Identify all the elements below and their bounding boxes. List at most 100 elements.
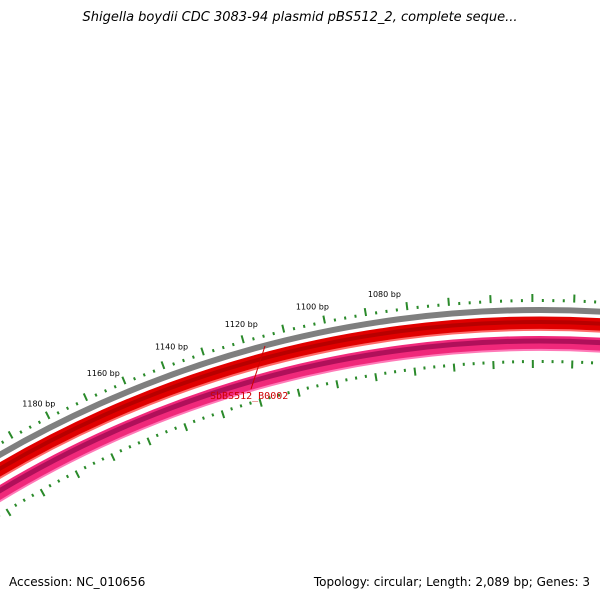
gene-label-leader xyxy=(250,345,266,390)
inner-tick xyxy=(202,416,205,420)
outer-tick xyxy=(272,331,275,336)
inner-tick xyxy=(230,407,233,411)
map-title: Shigella boydii CDC 3083-94 plasmid pBS5… xyxy=(82,10,518,25)
inner-tick xyxy=(101,457,105,461)
inner-tick xyxy=(155,433,159,438)
gene-label[interactable]: SbBS512_B0002 xyxy=(210,391,288,402)
inner-tick xyxy=(128,445,132,449)
inner-tick xyxy=(239,404,243,408)
tick-label: 1140 bp xyxy=(155,342,188,351)
outer-tick xyxy=(447,297,450,306)
outer-tick xyxy=(172,362,176,366)
outer-tick xyxy=(28,425,32,429)
outer-tick xyxy=(231,342,235,347)
outer-tick xyxy=(252,337,255,341)
tick-label: 1080 bp xyxy=(368,290,401,299)
outer-tick xyxy=(104,389,108,393)
outer-tick xyxy=(322,315,326,324)
inner-tick xyxy=(22,498,26,502)
outer-tick xyxy=(65,406,70,411)
outer-tick xyxy=(363,307,368,317)
outer-tick xyxy=(160,361,166,370)
outer-tick xyxy=(292,326,296,331)
inner-tick xyxy=(57,479,61,483)
outer-tick xyxy=(94,393,98,397)
inner-tick xyxy=(5,508,12,517)
tick-label: 1160 bp xyxy=(87,369,120,378)
inner-tick xyxy=(14,503,18,507)
outer-tick xyxy=(191,355,195,359)
outer-tick xyxy=(113,384,117,389)
plasmid-tracks xyxy=(0,307,600,503)
inner-tick xyxy=(137,441,141,445)
inner-tick xyxy=(31,493,35,498)
inner-tick xyxy=(354,376,358,380)
outer-tick xyxy=(333,318,337,322)
outer-tick xyxy=(343,316,347,320)
outer-tick xyxy=(302,324,306,329)
outer-tick xyxy=(56,411,60,415)
inner-tick xyxy=(110,453,116,462)
inner-tick xyxy=(258,398,263,407)
inner-tick xyxy=(452,363,456,372)
outer-tick xyxy=(313,322,316,326)
inner-tick xyxy=(174,426,178,430)
outer-tick xyxy=(44,411,51,420)
inner-tick xyxy=(345,378,348,382)
inner-tick xyxy=(413,367,417,376)
inner-tick xyxy=(325,382,329,386)
reverse-feature-edge xyxy=(0,348,600,503)
outer-tick xyxy=(19,430,23,434)
outer-tick xyxy=(405,302,409,311)
backbone-track xyxy=(0,307,600,459)
outer-tick xyxy=(37,420,42,425)
inner-tick xyxy=(83,465,87,470)
tick-label: 1180 bp xyxy=(22,399,55,408)
outer-tick xyxy=(82,393,88,402)
outer-tick xyxy=(142,373,146,377)
outer-tick xyxy=(152,369,156,373)
tick-marks xyxy=(0,294,597,517)
inner-tick xyxy=(164,429,168,434)
inner-tick xyxy=(306,386,310,390)
inner-tick xyxy=(183,423,189,432)
outer-tick xyxy=(221,345,225,350)
inner-tick xyxy=(277,393,281,397)
inner-tick xyxy=(335,380,339,389)
tick-label: 1120 bp xyxy=(225,320,258,329)
outer-tick xyxy=(7,430,14,439)
inner-tick xyxy=(268,396,271,400)
inner-tick xyxy=(287,391,290,395)
topology-summary: Topology: circular; Length: 2,089 bp; Ge… xyxy=(313,575,590,589)
inner-tick xyxy=(65,474,70,479)
reverse-feature-shade xyxy=(0,338,600,494)
backbone-gap xyxy=(0,313,600,463)
reverse-feature-track xyxy=(0,336,600,502)
outer-tick xyxy=(1,440,5,445)
feature-gap xyxy=(0,331,600,484)
inner-tick xyxy=(316,384,319,388)
inner-tick xyxy=(374,373,378,382)
outer-tick xyxy=(240,335,245,344)
outer-tick xyxy=(200,347,205,356)
outer-tick xyxy=(75,402,79,406)
outer-tick xyxy=(182,358,185,363)
inner-tick xyxy=(249,401,252,405)
accession-text: Accession: NC_010656 xyxy=(9,575,146,589)
inner-tick xyxy=(296,388,301,397)
outer-tick xyxy=(133,377,136,381)
inner-tick xyxy=(74,470,81,479)
outer-tick xyxy=(211,348,215,353)
inner-tick xyxy=(119,449,123,453)
outer-tick xyxy=(262,334,265,338)
inner-tick xyxy=(220,410,226,419)
inner-tick xyxy=(211,413,215,417)
inner-tick xyxy=(48,483,52,488)
outer-tick xyxy=(121,376,127,385)
inner-tick xyxy=(146,437,152,446)
tick-label: 1100 bp xyxy=(296,303,329,312)
forward-feature-shade xyxy=(0,320,600,472)
outer-tick xyxy=(354,314,357,318)
